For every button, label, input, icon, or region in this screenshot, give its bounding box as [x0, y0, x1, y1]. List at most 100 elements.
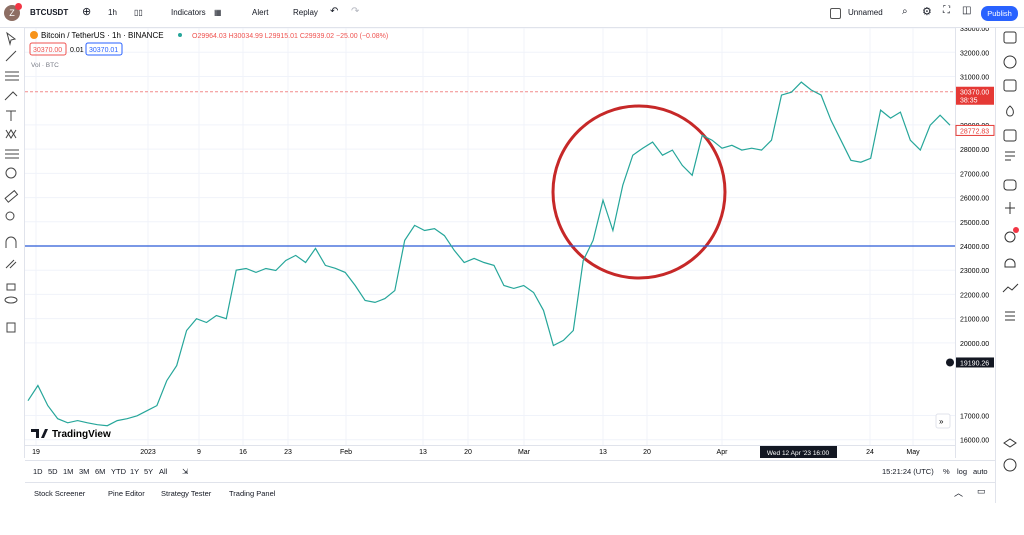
streams-icon[interactable] — [1005, 202, 1015, 214]
price-line-series — [27, 81, 951, 427]
ideas-icon[interactable] — [1005, 151, 1015, 161]
price-label-countdown: 38:35 — [960, 98, 978, 105]
magnet-tool[interactable] — [5, 236, 17, 248]
y-tick-label: 27000.00 — [960, 171, 989, 178]
radio-icon[interactable] — [1004, 231, 1016, 243]
market-status — [178, 33, 182, 37]
watchlist-icon[interactable] — [1003, 31, 1017, 44]
y-tick-label: 16000.00 — [960, 438, 989, 445]
brush-tool[interactable] — [4, 91, 18, 101]
sidebar-icons — [1002, 31, 1019, 472]
ruler-tool[interactable] — [4, 189, 19, 203]
trend-line-tool[interactable] — [5, 50, 17, 62]
y-tick-label: 20000.00 — [960, 341, 989, 348]
legend: Bitcoin / TetherUS · 1h · BINANCE O29964… — [29, 31, 388, 69]
notifications-icon[interactable] — [1004, 258, 1016, 268]
panel-tab[interactable]: Pine Editor — [108, 489, 145, 498]
x-tick-label: Feb — [340, 449, 352, 456]
pattern-tool[interactable] — [5, 129, 17, 139]
range-button[interactable]: 1Y — [130, 467, 140, 476]
prediction-tool[interactable] — [5, 149, 19, 159]
chart-type[interactable]: ▯▯ — [134, 8, 143, 17]
badge — [15, 3, 22, 10]
logo-text: TradingView — [52, 429, 111, 440]
auto-toggle[interactable]: auto — [973, 467, 988, 476]
price-label-box — [955, 124, 995, 136]
maximize[interactable]: ▭ — [977, 486, 986, 496]
layers-icon[interactable] — [1003, 438, 1017, 448]
range-button[interactable]: YTD — [111, 467, 126, 476]
range-button[interactable]: 5Y — [144, 467, 154, 476]
range-button[interactable]: 6M — [95, 467, 106, 476]
volume-legend: Vol · BTC — [31, 62, 59, 69]
add-symbol[interactable]: ⊕ — [82, 6, 92, 18]
coin-icon — [30, 31, 38, 39]
symbol-title: Bitcoin / TetherUS · 1h · BINANCE — [41, 31, 164, 40]
logo: TradingView — [31, 429, 111, 440]
hide-tool[interactable] — [4, 296, 18, 304]
pulse-icon[interactable] — [1002, 283, 1019, 293]
y-tick-label: 17000.00 — [960, 414, 989, 421]
symbol[interactable]: BTCUSDT — [30, 8, 69, 17]
percent-toggle[interactable]: % — [943, 467, 950, 476]
right-sidebar — [995, 28, 1024, 503]
drawing-toolbar — [0, 28, 25, 458]
panel-tab[interactable]: Trading Panel — [229, 489, 276, 498]
zoom-tool[interactable] — [5, 211, 15, 221]
ask-box[interactable] — [85, 42, 123, 56]
range-button[interactable]: 3M — [79, 467, 90, 476]
fib-tool[interactable] — [5, 71, 19, 81]
layout-name[interactable]: Unnamed — [848, 8, 883, 17]
range-button[interactable]: 5D — [48, 467, 58, 476]
panel-tab[interactable]: Strategy Tester — [161, 489, 212, 498]
top-toolbar: Z BTCUSDT ⊕ 1h ▯▯ Indicators ▦ Alert Rep… — [0, 0, 1024, 28]
alert[interactable]: Alert — [252, 8, 269, 17]
x-tick-label: 2023 — [140, 449, 156, 456]
cursor-tool[interactable] — [6, 31, 17, 46]
calendar-icon[interactable] — [1003, 129, 1017, 142]
publish-button[interactable]: Publish — [981, 6, 1018, 21]
logo-mark — [31, 429, 48, 438]
go-to-date[interactable]: ⇲ — [182, 467, 189, 476]
settings[interactable]: ⚙ — [922, 6, 932, 18]
lock-tool[interactable] — [6, 283, 16, 291]
range-button[interactable]: 1M — [63, 467, 74, 476]
price-label-box — [956, 357, 994, 368]
stay-drawing-tool[interactable] — [5, 259, 17, 269]
y-tick-label: 23000.00 — [960, 268, 989, 275]
x-tick-label: 13 — [419, 449, 427, 456]
text-tool[interactable] — [6, 110, 16, 121]
fullscreen[interactable]: ⛶ — [943, 5, 950, 16]
indicators[interactable]: Indicators — [171, 8, 206, 17]
undo[interactable]: ↶ — [330, 6, 339, 17]
x-tick-label: May — [906, 449, 920, 456]
x-tick-label: Apr — [717, 449, 729, 456]
alerts-icon[interactable] — [1003, 55, 1017, 69]
y-tick-label: 31000.00 — [960, 74, 989, 81]
collapse[interactable]: ︿ — [954, 488, 964, 498]
replay[interactable]: Replay — [293, 8, 318, 17]
y-tick-label: 33000.00 — [960, 28, 989, 33]
range-button[interactable]: 1D — [33, 467, 43, 476]
search[interactable]: ⌕ — [902, 6, 908, 17]
icon-tool[interactable] — [5, 167, 17, 179]
data-window-icon[interactable] — [1003, 79, 1017, 92]
y-tick-label: 32000.00 — [960, 50, 989, 57]
log-toggle[interactable]: log — [957, 467, 968, 476]
help-icon[interactable] — [1003, 458, 1017, 472]
x-tick-label: 24 — [866, 449, 874, 456]
snapshot[interactable]: ◫ — [962, 5, 972, 16]
delete-tool[interactable] — [6, 322, 16, 333]
order-panel-icon[interactable] — [1005, 311, 1015, 321]
panel-tab[interactable]: Stock Screener — [34, 489, 86, 498]
scroll-button[interactable] — [935, 413, 951, 429]
range-button[interactable]: All — [159, 467, 168, 476]
hotlists-icon[interactable] — [1006, 105, 1014, 117]
chat-icon[interactable] — [1003, 179, 1017, 191]
interval[interactable]: 1h — [108, 8, 117, 17]
bid-box[interactable] — [29, 42, 67, 56]
templates[interactable]: ▦ — [214, 8, 222, 17]
layout-checkbox[interactable] — [830, 8, 841, 19]
redo[interactable]: ↷ — [351, 6, 360, 17]
notification-dot — [1013, 227, 1019, 233]
